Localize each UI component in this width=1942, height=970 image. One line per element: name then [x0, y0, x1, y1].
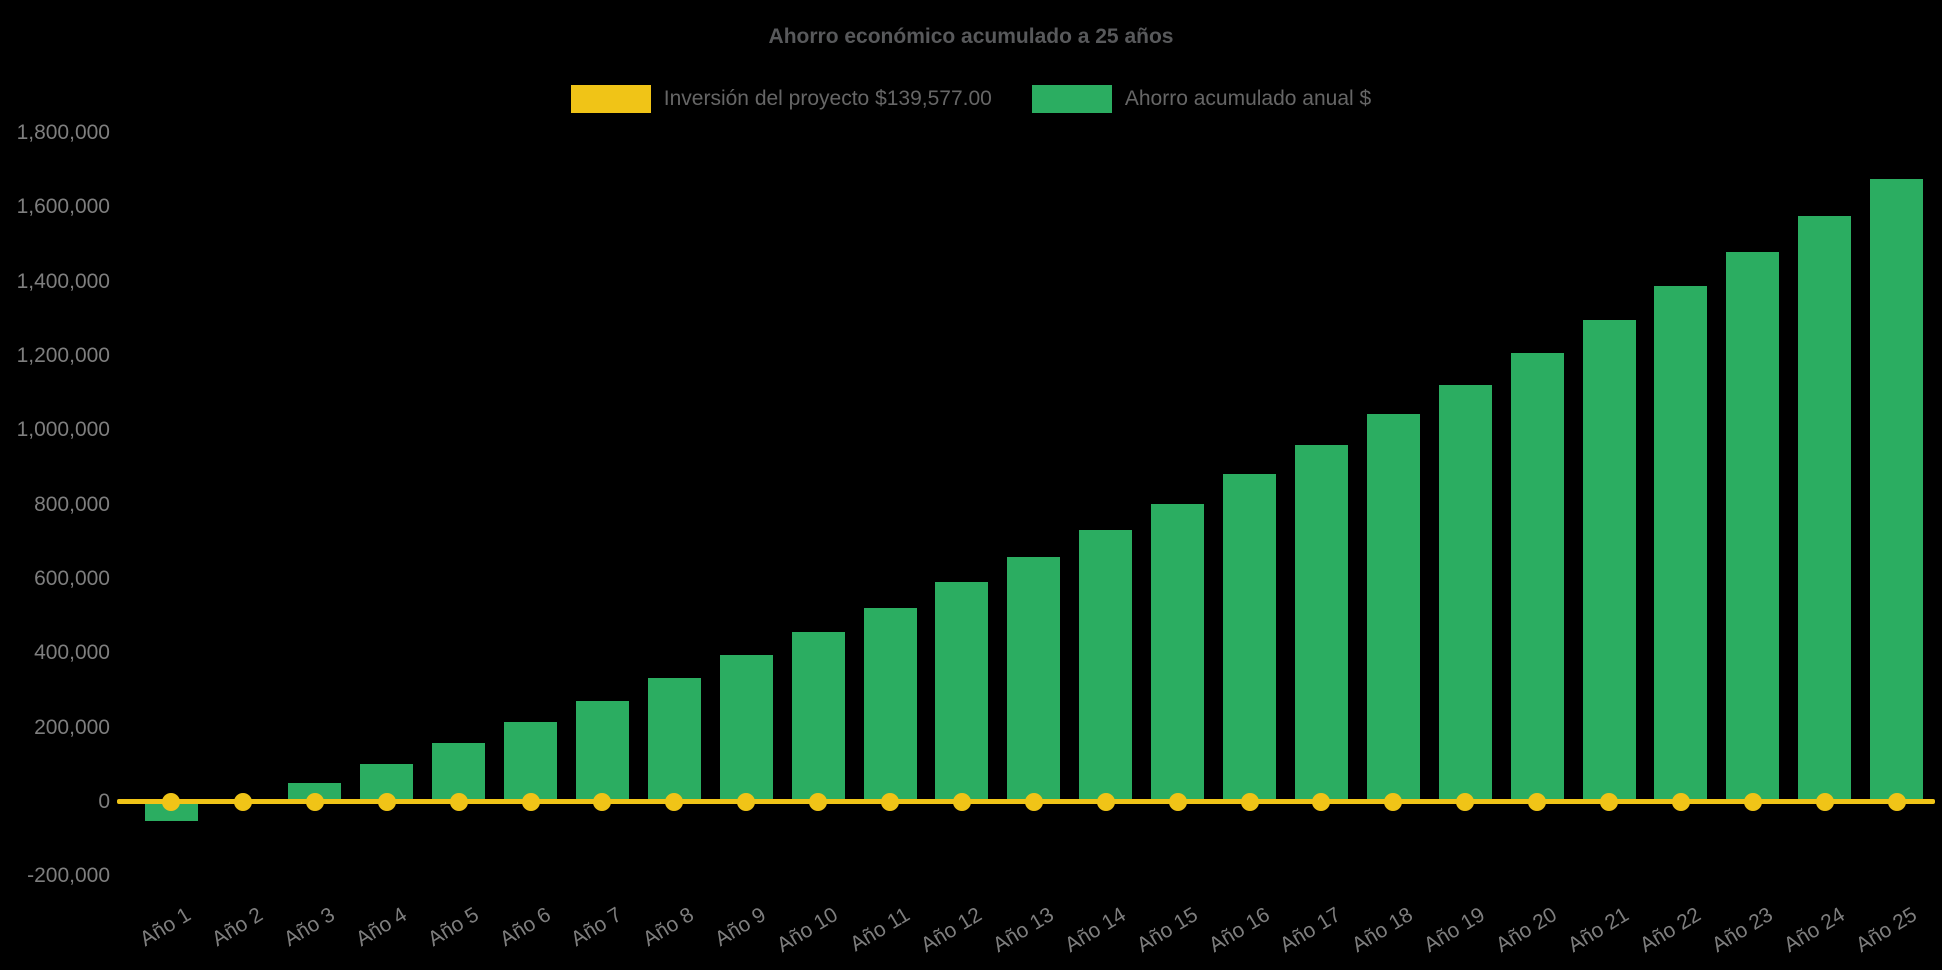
y-tick-label: 0: [98, 789, 110, 813]
savings-bar: [575, 700, 629, 802]
y-tick-label: 1,400,000: [16, 269, 110, 293]
savings-bar: [719, 655, 773, 802]
investment-line-marker: [521, 792, 540, 811]
legend-label-investment: Inversión del proyecto $139,577.00: [663, 87, 992, 110]
investment-line-marker: [233, 792, 252, 811]
y-tick-label: 1,200,000: [16, 343, 110, 367]
savings-bar: [1582, 319, 1636, 802]
investment-line-marker: [809, 792, 828, 811]
savings-bar: [1079, 529, 1133, 802]
y-tick-label: 200,000: [34, 715, 110, 739]
savings-bar: [1366, 414, 1420, 802]
savings-bar: [288, 783, 342, 802]
savings-bar: [1654, 286, 1708, 802]
y-tick-label: -200,000: [27, 864, 110, 888]
investment-line-marker: [593, 792, 612, 811]
savings-bar: [1223, 473, 1276, 802]
savings-bar: [1151, 503, 1205, 802]
savings-bar: [791, 631, 845, 802]
savings-bar: [1870, 179, 1924, 802]
investment-line-marker: [1456, 792, 1475, 811]
investment-line-marker: [162, 792, 180, 811]
savings-bar: [1294, 445, 1348, 802]
y-tick-label: 600,000: [34, 566, 110, 590]
legend-swatch-investment: [570, 85, 651, 113]
y-tick-label: 1,000,000: [16, 418, 110, 442]
savings-bar: [504, 722, 557, 802]
investment-line-marker: [1240, 792, 1259, 811]
savings-bar: [935, 582, 989, 802]
savings-bar: [863, 607, 917, 802]
investment-line-marker: [1671, 792, 1690, 811]
investment-line-marker: [377, 792, 396, 811]
savings-bar: [1798, 215, 1852, 802]
legend-item-savings: Ahorro acumulado anual $: [1031, 85, 1372, 113]
legend-item-investment: Inversión del proyecto $139,577.00: [570, 85, 992, 113]
savings-bar: [432, 742, 486, 802]
investment-line-marker: [1096, 792, 1115, 811]
investment-line-marker: [449, 792, 468, 811]
investment-line-marker: [1024, 792, 1043, 811]
savings-bar: [144, 801, 198, 822]
y-tick-label: 800,000: [34, 492, 110, 516]
legend-label-savings: Ahorro acumulado anual $: [1124, 87, 1372, 110]
investment-line-marker: [305, 792, 324, 811]
savings-bar: [1438, 384, 1492, 802]
legend-swatch-savings: [1031, 85, 1112, 113]
investment-line-marker: [952, 792, 971, 811]
investment-line-marker: [1384, 792, 1403, 811]
investment-line-marker: [1815, 792, 1834, 811]
investment-line-marker: [881, 792, 899, 811]
investment-line-marker: [1312, 792, 1331, 811]
savings-bar: [1726, 251, 1780, 802]
y-tick-label: 1,600,000: [16, 195, 110, 219]
legend: Inversión del proyecto $139,577.00 Ahorr…: [0, 85, 1942, 113]
savings-bar: [647, 678, 701, 802]
y-tick-label: 1,800,000: [16, 121, 110, 144]
investment-line-marker: [1600, 792, 1618, 811]
savings-bar: [1510, 353, 1564, 802]
investment-line-marker: [1168, 792, 1187, 811]
investment-line-marker: [1528, 792, 1547, 811]
investment-line-marker: [665, 792, 684, 811]
investment-line-marker: [1887, 792, 1906, 811]
savings-bar: [1007, 557, 1061, 802]
investment-line-marker: [737, 792, 756, 811]
chart-title: Ahorro económico acumulado a 25 años: [768, 25, 1174, 48]
investment-line-marker: [1743, 792, 1762, 811]
y-tick-label: 400,000: [34, 641, 110, 665]
